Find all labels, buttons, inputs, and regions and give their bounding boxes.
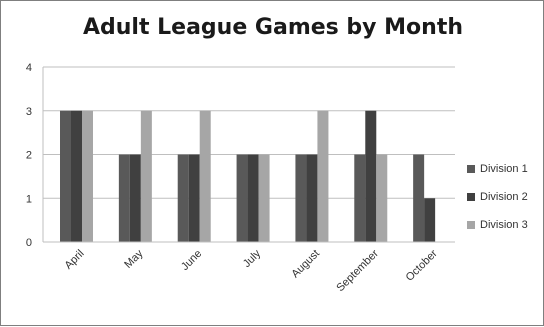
y-tick-label: 0 [26, 237, 32, 249]
bar-division-2 [365, 110, 377, 242]
bar-division-1 [60, 110, 71, 242]
x-tick-label: September [334, 247, 381, 294]
bar-division-2 [424, 198, 436, 242]
bar-division-1 [295, 154, 307, 242]
y-tick-label: 1 [26, 193, 32, 205]
bar-division-2 [247, 154, 259, 242]
bar-division-1 [413, 154, 425, 242]
legend-swatch [467, 221, 475, 229]
legend-swatch [467, 193, 475, 201]
bar-division-1 [354, 154, 366, 242]
x-tick-label: August [289, 248, 322, 281]
bar-division-3 [140, 110, 152, 242]
bar-division-2 [306, 154, 318, 242]
x-tick-label: October [404, 247, 440, 283]
bar-division-1 [177, 154, 189, 242]
legend-item: Division 2 [467, 183, 544, 211]
x-tick-label: June [179, 248, 204, 273]
bar-division-3 [258, 154, 270, 242]
bar-division-1 [236, 154, 248, 242]
bar-division-2 [71, 110, 82, 242]
x-tick-label: July [241, 247, 264, 270]
legend-swatch [467, 165, 475, 173]
legend-label: Division 3 [480, 219, 528, 231]
bar-division-3 [199, 110, 211, 242]
bar-division-3 [82, 110, 93, 242]
bar-division-2 [188, 154, 200, 242]
legend-label: Division 1 [480, 163, 528, 175]
bar-division-3 [317, 110, 329, 242]
chart-title: Adult League Games by Month [82, 15, 464, 40]
legend-item: Division 1 [467, 155, 544, 183]
y-tick-label: 4 [26, 62, 32, 74]
legend-label: Division 2 [480, 191, 528, 203]
bar-division-3 [376, 154, 388, 242]
bar-division-1 [118, 154, 130, 242]
legend: Division 1 Division 2 Division 3 [467, 155, 544, 239]
bar-division-2 [129, 154, 141, 242]
x-tick-label: May [122, 247, 146, 271]
y-tick-label: 2 [26, 150, 32, 162]
legend-item: Division 3 [467, 211, 544, 239]
x-tick-label: April [63, 248, 87, 272]
y-tick-label: 3 [26, 106, 32, 118]
